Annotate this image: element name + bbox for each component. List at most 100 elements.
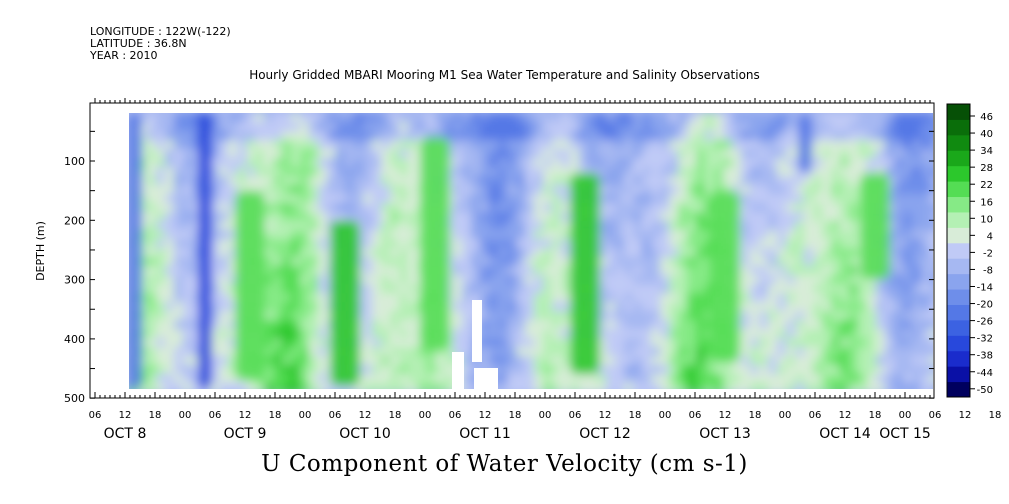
colorbar-label: 34	[980, 146, 993, 157]
velocity-band	[420, 137, 450, 351]
colorbar-label: -38	[977, 351, 993, 362]
colorbar-label: 40	[980, 129, 993, 140]
x-axis: 06 12 18 00 06 12 18 00 06 12 18 00 06 12 18 00 06 12 18 00…	[89, 392, 1002, 442]
x-hour-label: 00	[659, 410, 672, 421]
x-hour-label: 12	[119, 410, 132, 421]
colorbar-cell	[947, 165, 970, 182]
y-tick-label: 300	[64, 274, 85, 287]
top-axis-ticks	[94, 98, 931, 103]
colorbar-cell	[947, 211, 970, 228]
colorbar-cell	[947, 381, 970, 398]
x-hour-label: 06	[209, 410, 222, 421]
x-hour-label: 18	[509, 410, 522, 421]
missing-data-mask	[452, 300, 498, 389]
y-axis: 100 200 300 400 500	[64, 130, 934, 405]
x-hour-label: 18	[869, 410, 882, 421]
x-hour-label: 12	[239, 410, 252, 421]
x-hour-label: 18	[149, 410, 162, 421]
colorbar-cell	[947, 134, 970, 151]
x-hour-label: 00	[419, 410, 432, 421]
colorbar-cell	[947, 104, 970, 120]
x-hour-label: 06	[329, 410, 342, 421]
variable-title: U Component of Water Velocity (cm s-1)	[261, 451, 748, 477]
colorbar-cell	[947, 350, 970, 367]
x-hour-label: 12	[359, 410, 372, 421]
colorbar-label: 22	[980, 180, 993, 191]
x-day-label: OCT 10	[339, 426, 391, 442]
colorbar-cell	[947, 273, 970, 290]
x-hour-label: 12	[599, 410, 612, 421]
x-hour-label: 06	[929, 410, 942, 421]
x-hour-label: 00	[539, 410, 552, 421]
colorbar-label: 16	[980, 197, 993, 208]
chart-title: Hourly Gridded MBARI Mooring M1 Sea Wate…	[249, 68, 760, 82]
plot-frame	[89, 102, 935, 399]
colorbar-label: 10	[980, 214, 993, 225]
colorbar-cell	[947, 289, 970, 305]
x-day-label: OCT 14	[819, 426, 871, 442]
colorbar-cell	[947, 227, 970, 244]
heatmap-field	[129, 113, 933, 389]
y-tick-label: 400	[64, 333, 85, 346]
y-axis-label: DEPTH (m)	[34, 221, 47, 281]
colorbar-cell	[947, 335, 970, 352]
velocity-band	[198, 113, 212, 389]
colorbar-cell	[947, 181, 970, 198]
x-day-label: OCT 13	[699, 426, 751, 442]
colorbar-cell	[947, 304, 970, 321]
x-hour-label: 12	[479, 410, 492, 421]
x-hour-label: 12	[839, 410, 852, 421]
velocity-band	[798, 113, 812, 173]
x-day-label: OCT 15	[879, 426, 931, 442]
velocity-band	[710, 190, 740, 363]
x-hour-label: 12	[959, 410, 972, 421]
x-hour-label: 06	[689, 410, 702, 421]
velocity-band	[235, 190, 265, 381]
colorbar-cell	[947, 258, 970, 275]
velocity-band	[570, 172, 600, 375]
x-day-label: OCT 9	[224, 426, 267, 442]
colorbar-cell	[947, 319, 970, 336]
x-day-label: OCT 8	[104, 426, 147, 442]
colorbar-cell	[947, 366, 970, 383]
x-day-label: OCT 12	[579, 426, 631, 442]
colorbar-cell	[947, 119, 970, 136]
velocity-band	[129, 113, 142, 389]
colorbar-cell	[947, 242, 970, 259]
velocity-band	[330, 220, 360, 387]
x-hour-label: 06	[89, 410, 102, 421]
colorbar-label: -26	[977, 317, 993, 328]
y-tick-label: 200	[64, 214, 85, 227]
x-hour-label: 06	[449, 410, 462, 421]
x-hour-label: 18	[389, 410, 402, 421]
x-hour-label: 18	[629, 410, 642, 421]
x-hour-label: 00	[299, 410, 312, 421]
colorbar-label: -50	[977, 385, 993, 396]
velocity-band	[860, 172, 890, 280]
colorbar-cell	[947, 150, 970, 167]
x-hour-label: 18	[269, 410, 282, 421]
colorbar-label: -14	[977, 283, 993, 294]
latitude-label: LATITUDE : 36.8N	[90, 37, 187, 50]
y-tick-label: 100	[64, 155, 85, 168]
x-hour-label: 12	[719, 410, 732, 421]
colorbar-label: 28	[980, 163, 993, 174]
year-label: YEAR : 2010	[90, 49, 158, 62]
colorbar-label: 4	[987, 231, 993, 242]
x-hour-label: 00	[779, 410, 792, 421]
colorbar-label: 46	[980, 112, 993, 123]
colorbar-label: -20	[977, 300, 993, 311]
x-day-label: OCT 11	[459, 426, 511, 442]
x-hour-label: 00	[179, 410, 192, 421]
x-hour-label: 06	[569, 410, 582, 421]
colorbar-label: -32	[977, 334, 993, 345]
y-tick-label: 500	[64, 392, 85, 405]
x-hour-label: 06	[809, 410, 822, 421]
colorbar-label: -2	[983, 248, 993, 259]
x-hour-label: 18	[989, 410, 1002, 421]
colorbar-label: -44	[977, 368, 993, 379]
x-hour-label: 18	[749, 410, 762, 421]
colorbar-label: -8	[983, 265, 993, 276]
